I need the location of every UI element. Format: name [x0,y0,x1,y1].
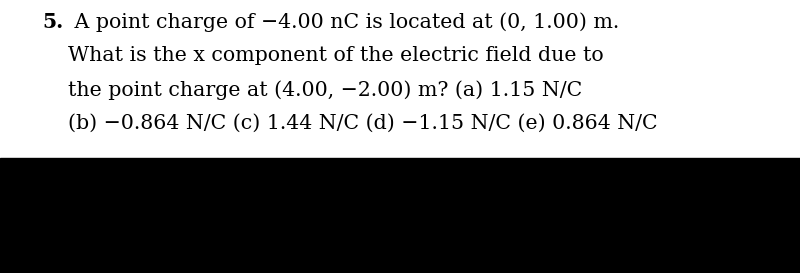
Bar [0,0,800,158]
Text: What is the x component of the electric field due to: What is the x component of the electric … [68,46,604,65]
Bar [0,158,800,273]
Text: 5.: 5. [42,12,63,32]
Text: A point charge of −4.00 nC is located at (0, 1.00) m.: A point charge of −4.00 nC is located at… [68,12,619,32]
Text: (b) −0.864 N/C (c) 1.44 N/C (d) −1.15 N/C (e) 0.864 N/C: (b) −0.864 N/C (c) 1.44 N/C (d) −1.15 N/… [68,114,658,133]
Text: the point charge at (4.00, −2.00) m? (a) 1.15 N/C: the point charge at (4.00, −2.00) m? (a)… [68,80,582,100]
